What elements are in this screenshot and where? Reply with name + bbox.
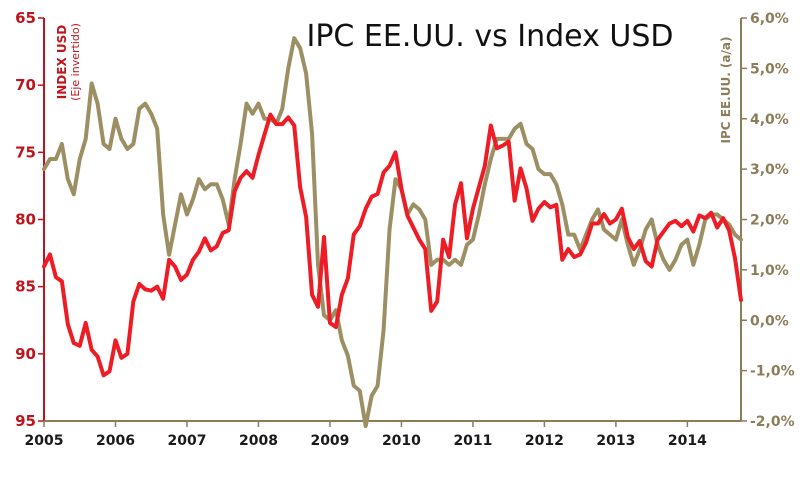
right-axis-label: IPC EE.UU. (a/a) <box>719 37 733 144</box>
left-axis-sublabel: (Eje invertido) <box>69 23 82 101</box>
x-tick-label: 2006 <box>96 433 135 449</box>
left-tick-label: 65 <box>15 9 36 27</box>
left-tick-label: 90 <box>15 345 36 363</box>
right-tick-label: 1,0% <box>750 263 789 279</box>
x-axis-ticks: 2005 2006 2007 2008 2009 2010 2011 2012 2013 2014 <box>25 421 707 449</box>
left-axis-label: INDEX USD <box>55 25 69 99</box>
x-tick-label: 2005 <box>25 433 64 449</box>
right-tick-label: 3,0% <box>750 162 789 178</box>
right-axis-title: IPC EE.UU. (a/a) <box>719 37 733 144</box>
x-tick-label: 2012 <box>525 433 564 449</box>
left-axis-title: INDEX USD (Eje invertido) <box>55 23 82 101</box>
usd-index-line <box>42 112 743 378</box>
right-tick-label: 2,0% <box>750 213 789 229</box>
left-tick-label: 70 <box>15 76 36 94</box>
x-tick-label: 2014 <box>668 433 707 449</box>
x-tick-label: 2011 <box>453 433 492 449</box>
right-tick-label: -2,0% <box>750 414 795 430</box>
right-tick-label: 0,0% <box>750 313 789 329</box>
x-tick-label: 2009 <box>310 433 349 449</box>
cpi-line <box>42 36 743 429</box>
right-tick-label: 6,0% <box>750 11 789 27</box>
x-tick-label: 2008 <box>239 433 278 449</box>
right-tick-label: 5,0% <box>750 61 789 77</box>
chart-title: IPC EE.UU. vs Index USD <box>306 19 673 54</box>
x-tick-label: 2010 <box>382 433 421 449</box>
left-tick-label: 80 <box>15 211 36 229</box>
right-axis-ticks: -2,0% -1,0% 0,0% 1,0% 2,0% 3,0% 4,0% 5,0% 6,0% <box>741 11 795 430</box>
left-tick-label: 95 <box>15 412 36 430</box>
right-tick-label: -1,0% <box>750 364 795 380</box>
left-tick-label: 85 <box>15 278 36 296</box>
x-tick-label: 2007 <box>167 433 206 449</box>
right-tick-label: 4,0% <box>750 112 789 128</box>
left-axis-ticks: 65 70 75 80 85 90 95 <box>15 9 44 430</box>
left-tick-label: 75 <box>15 143 36 161</box>
series-layer <box>42 36 743 429</box>
x-tick-label: 2013 <box>596 433 635 449</box>
